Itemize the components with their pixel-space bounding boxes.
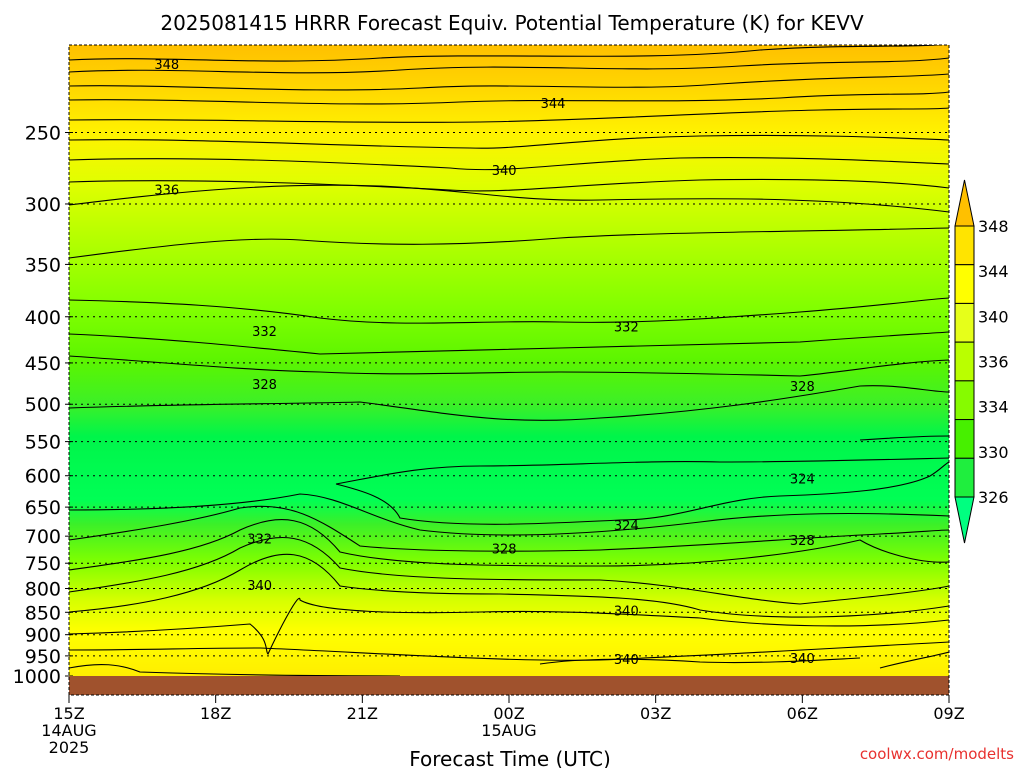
- contour-label: 328: [790, 380, 815, 395]
- contour-lines: [69, 45, 949, 676]
- contour-label-text: 332: [614, 320, 639, 335]
- y-tick-label: 1000: [13, 666, 61, 688]
- colorbar-band: [954, 380, 975, 421]
- y-tick-label: 300: [25, 194, 61, 216]
- y-tick-label: 850: [25, 602, 61, 624]
- colorbar-band: [954, 302, 975, 343]
- colorbar-band: [954, 457, 975, 498]
- contour-label-text: 344: [541, 97, 566, 112]
- y-tick-label: 350: [25, 254, 61, 276]
- colorbar-band: [954, 341, 975, 382]
- contour-labels: 348 344 340 336 332 332 328 328 324 324 332 328 328 3…: [154, 58, 814, 668]
- contour-label-text: 340: [492, 164, 517, 179]
- x-tick-label: 2025: [49, 738, 90, 757]
- contour-label: 332: [614, 320, 639, 335]
- colorbar-arrow-top: [954, 179, 975, 227]
- contour-label: 340: [790, 652, 815, 667]
- contour-label-text: 348: [154, 58, 179, 73]
- x-tick-label: 14AUG: [41, 721, 96, 740]
- theta-e-field: [69, 45, 949, 676]
- pressure-grid: [69, 131, 949, 657]
- colorbar-arrow-bottom: [954, 496, 975, 544]
- y-tick-label: 450: [25, 353, 61, 375]
- x-tick-label: 18Z: [200, 704, 231, 723]
- colorbar-label: 336: [978, 353, 1009, 372]
- y-tick-label: 750: [25, 553, 61, 575]
- y-tick-label: 800: [25, 579, 61, 601]
- contour-label-text: 332: [252, 325, 277, 340]
- contour-label: 340: [614, 604, 639, 619]
- contour-label: 328: [492, 542, 517, 557]
- colorbar-band: [954, 419, 975, 459]
- contour-label: 340: [614, 653, 639, 668]
- y-tick-label: 600: [25, 466, 61, 488]
- ground-strip: [69, 676, 949, 695]
- contour-label-text: 324: [790, 472, 815, 487]
- y-tick-label: 650: [25, 497, 61, 519]
- y-axis: 2503003504004505005506006507007508008509…: [13, 122, 73, 688]
- contour-label: 324: [614, 519, 639, 534]
- contour-label-text: 328: [492, 542, 517, 557]
- colorbar-band: [954, 264, 975, 304]
- contour-label-text: 324: [614, 519, 639, 534]
- contour-label: 340: [247, 579, 272, 594]
- x-tick-label: 00Z: [493, 704, 524, 723]
- contour-label-text: 328: [252, 378, 277, 393]
- contour-label-text: 336: [154, 183, 179, 198]
- contour-label-text: 340: [247, 579, 272, 594]
- colorbar: 326 330 334 336 340 344 348: [954, 179, 1009, 544]
- chart-title: 2025081415 HRRR Forecast Equiv. Potentia…: [160, 11, 864, 35]
- contour-label: 328: [252, 378, 277, 393]
- contour-label: 348: [154, 58, 179, 73]
- colorbar-label: 330: [978, 443, 1009, 462]
- contour-label-text: 328: [790, 534, 815, 549]
- contour-label-text: 340: [614, 604, 639, 619]
- x-tick-label: 03Z: [640, 704, 671, 723]
- x-tick-label: 09Z: [933, 704, 964, 723]
- contour-label: 332: [247, 532, 272, 547]
- colorbar-label: 344: [978, 262, 1009, 281]
- contour-label-text: 340: [614, 653, 639, 668]
- y-tick-label: 250: [25, 122, 61, 144]
- x-tick-label: 15AUG: [481, 721, 536, 740]
- y-tick-label: 500: [25, 394, 61, 416]
- contour-label: 328: [790, 534, 815, 549]
- y-tick-label: 550: [25, 432, 61, 454]
- x-tick-label: 15Z: [53, 704, 84, 723]
- colorbar-label: 326: [978, 488, 1009, 507]
- x-tick-label: 21Z: [347, 704, 378, 723]
- colorbar-label: 348: [978, 217, 1009, 236]
- contour-label: 344: [541, 97, 566, 112]
- contour-label-text: 328: [790, 380, 815, 395]
- x-axis-title: Forecast Time (UTC): [409, 747, 611, 768]
- credit-text: coolwx.com/modelts: [860, 745, 1014, 763]
- colorbar-label: 334: [978, 398, 1009, 417]
- x-tick-label: 06Z: [787, 704, 818, 723]
- y-tick-label: 700: [25, 526, 61, 548]
- y-tick-label: 950: [25, 646, 61, 668]
- y-tick-label: 400: [25, 307, 61, 329]
- contour-label: 324: [790, 472, 815, 487]
- y-tick-label: 900: [25, 625, 61, 647]
- contour-label-text: 340: [790, 652, 815, 667]
- contour-label: 332: [252, 325, 277, 340]
- contour-label: 340: [492, 164, 517, 179]
- contour-label: 336: [154, 183, 179, 198]
- colorbar-label: 340: [978, 307, 1009, 326]
- contour-label-text: 332: [247, 532, 272, 547]
- colorbar-band: [954, 225, 975, 266]
